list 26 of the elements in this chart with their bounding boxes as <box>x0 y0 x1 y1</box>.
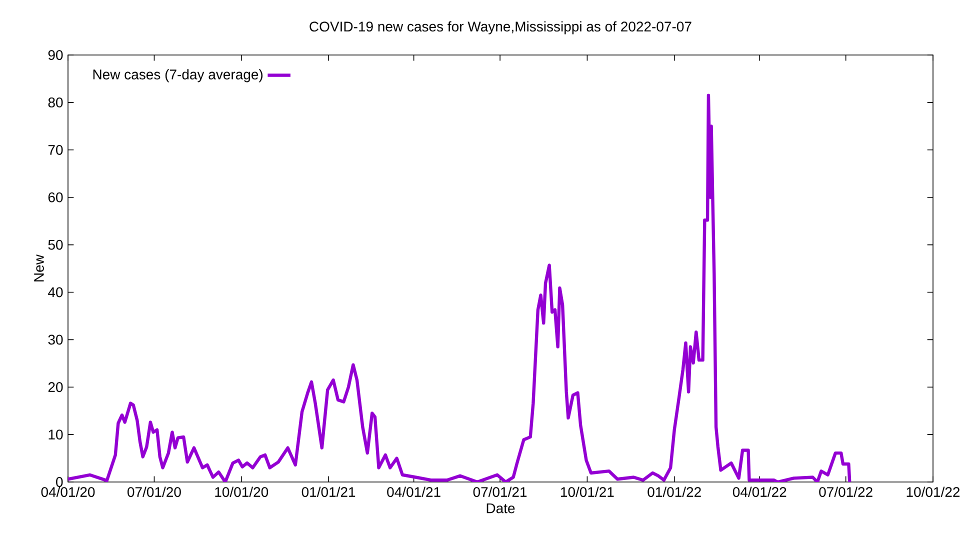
y-tick-label: 60 <box>48 192 63 202</box>
y-tick-label: 50 <box>48 240 63 250</box>
y-tick-label: 0 <box>56 477 63 487</box>
y-tick-label: 70 <box>48 144 63 155</box>
line-series <box>68 94 852 482</box>
y-tick-label: 30 <box>48 334 63 345</box>
chart-title: COVID-19 new cases for Wayne,Mississippi as of 2022-07-07 <box>310 21 692 34</box>
y-tick-label: 80 <box>48 98 63 108</box>
x-tick-label: 04/01/21 <box>387 486 440 497</box>
x-tick-label: 01/01/22 <box>648 486 701 497</box>
x-tick-label: 07/01/21 <box>473 486 527 497</box>
y-axis-title: New <box>34 254 44 282</box>
x-tick-label: 04/01/22 <box>732 486 786 497</box>
x-tick-label: 07/01/22 <box>819 486 872 497</box>
x-tick-label: 10/01/22 <box>906 486 960 497</box>
x-axis-title: Date <box>486 503 515 514</box>
x-tick-label: 04/01/20 <box>41 486 95 497</box>
x-tick-label: 07/01/20 <box>128 486 181 497</box>
y-tick-label: 20 <box>48 382 63 392</box>
legend-label: New cases (7-day average) <box>93 69 263 82</box>
y-tick-label: 40 <box>48 287 63 298</box>
y-tick-label: 10 <box>48 430 63 440</box>
x-tick-label: 10/01/20 <box>215 486 268 497</box>
y-tick-label: 90 <box>48 50 63 60</box>
x-tick-label: 01/01/21 <box>302 486 356 497</box>
x-tick-label: 10/01/21 <box>561 486 614 497</box>
